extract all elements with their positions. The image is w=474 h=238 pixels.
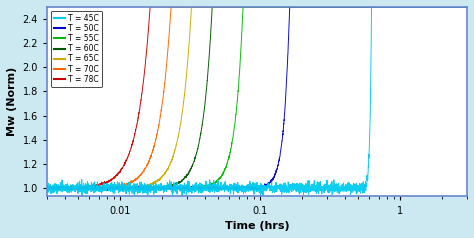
X-axis label: Time (hrs): Time (hrs) [225,221,289,231]
Y-axis label: Mw (Norm): Mw (Norm) [7,67,17,136]
Legend: T = 45C, T = 50C, T = 55C, T = 60C, T = 65C, T = 70C, T = 78C: T = 45C, T = 50C, T = 55C, T = 60C, T = … [51,11,102,87]
